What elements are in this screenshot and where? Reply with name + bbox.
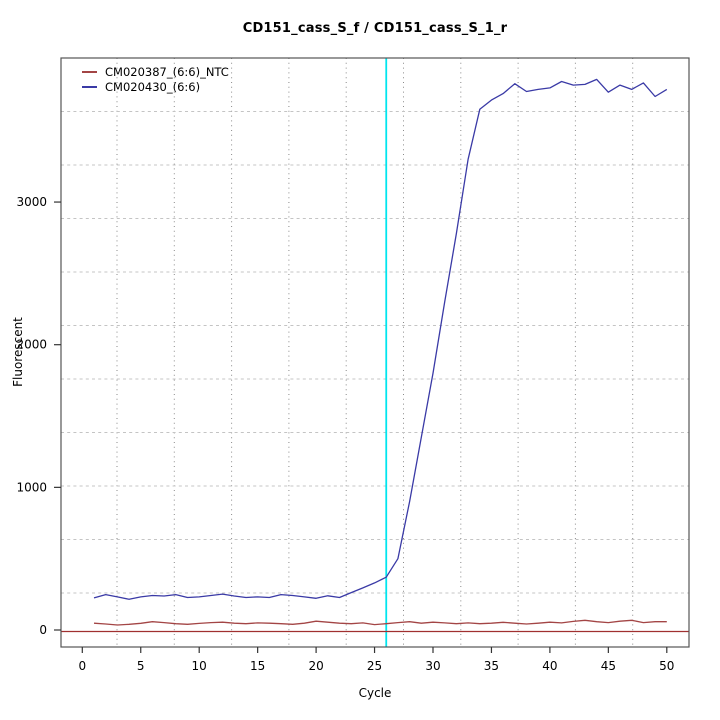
x-tick-label: 45 (601, 659, 616, 673)
ntc-legend-label: CM020387_(6:6)_NTC (105, 64, 229, 79)
x-tick-label: 25 (367, 659, 382, 673)
legend-item-sample: CM020430_(6:6) (82, 80, 229, 96)
x-tick-label: 30 (425, 659, 440, 673)
y-axis-label: Fluorescent (11, 317, 25, 387)
legend-item-ntc: CM020387_(6:6)_NTC (82, 64, 229, 80)
sample-line-swatch (82, 86, 97, 89)
sample-amplification-curve (93, 78, 668, 600)
plot-title: CD151_cass_S_f / CD151_cass_S_1_r (242, 21, 508, 36)
plot-box (60, 57, 690, 648)
sample-legend-label: CM020430_(6:6) (105, 80, 201, 95)
x-tick-label: 10 (192, 659, 207, 673)
y-tick-label: 2000 (16, 338, 47, 352)
x-tick-label: 20 (308, 659, 323, 673)
ntc-line-swatch (82, 70, 97, 73)
x-axis-label: Cycle (358, 686, 392, 700)
x-tick-label: 15 (250, 659, 265, 673)
y-tick-label: 0 (39, 623, 47, 637)
legend: CM020387_(6:6)_NTC CM020430_(6:6) (82, 64, 229, 95)
y-tick-label: 1000 (16, 480, 47, 494)
ntc-curve (93, 619, 667, 626)
x-tick-label: 0 (78, 659, 86, 673)
x-tick-label: 5 (137, 659, 145, 673)
y-tick-label: 3000 (16, 195, 47, 209)
x-tick-label: 40 (542, 659, 557, 673)
x-tick-label: 50 (659, 659, 674, 673)
x-tick-label: 35 (484, 659, 499, 673)
